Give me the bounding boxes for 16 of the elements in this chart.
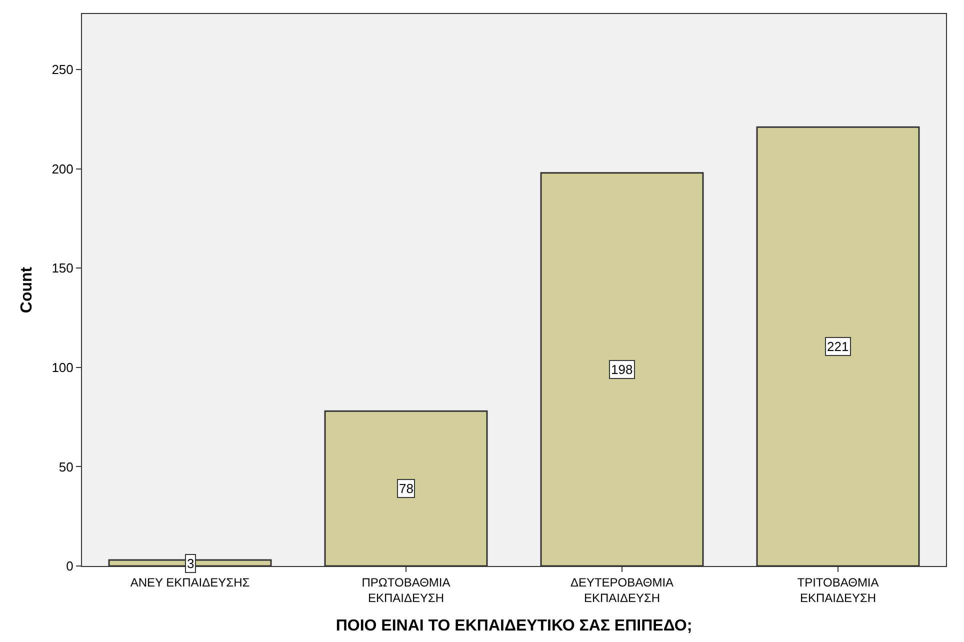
data-label: 3 bbox=[187, 556, 194, 571]
y-tick-label: 200 bbox=[52, 161, 74, 176]
x-tick-label: ΑΝΕΥ ΕΚΠΑΙΔΕΥΣΗΣ bbox=[130, 575, 250, 590]
data-label: 221 bbox=[827, 339, 849, 354]
x-tick-label: ΠΡΩΤΟΒΑΘΜΙΑ ΕΚΠΑΙΔΕΥΣΗ bbox=[362, 575, 450, 605]
y-tick-label: 50 bbox=[58, 459, 74, 474]
data-label: 78 bbox=[399, 481, 414, 496]
y-axis-title: Count bbox=[18, 266, 36, 314]
y-tick-label: 100 bbox=[52, 360, 74, 375]
y-tick-label: 150 bbox=[52, 260, 74, 276]
y-tick-label: 250 bbox=[52, 62, 74, 78]
x-tick-label: ΔΕΥΤΕΡΟΒΑΘΜΙΑ ΕΚΠΑΙΔΕΥΣΗ bbox=[570, 575, 674, 605]
y-tick-label: 0 bbox=[66, 558, 74, 574]
data-label: 198 bbox=[611, 362, 633, 377]
x-tick-label: ΤΡΙΤΟΒΑΘΜΙΑ ΕΚΠΑΙΔΕΥΣΗ bbox=[797, 575, 879, 605]
x-axis-title: ΠΟΙΟ ΕΙΝΑΙ ΤΟ ΕΚΠΑΙΔΕΥΤΙΚΟ ΣΑΣ ΕΠΙΠΕΔΟ; bbox=[336, 618, 692, 635]
